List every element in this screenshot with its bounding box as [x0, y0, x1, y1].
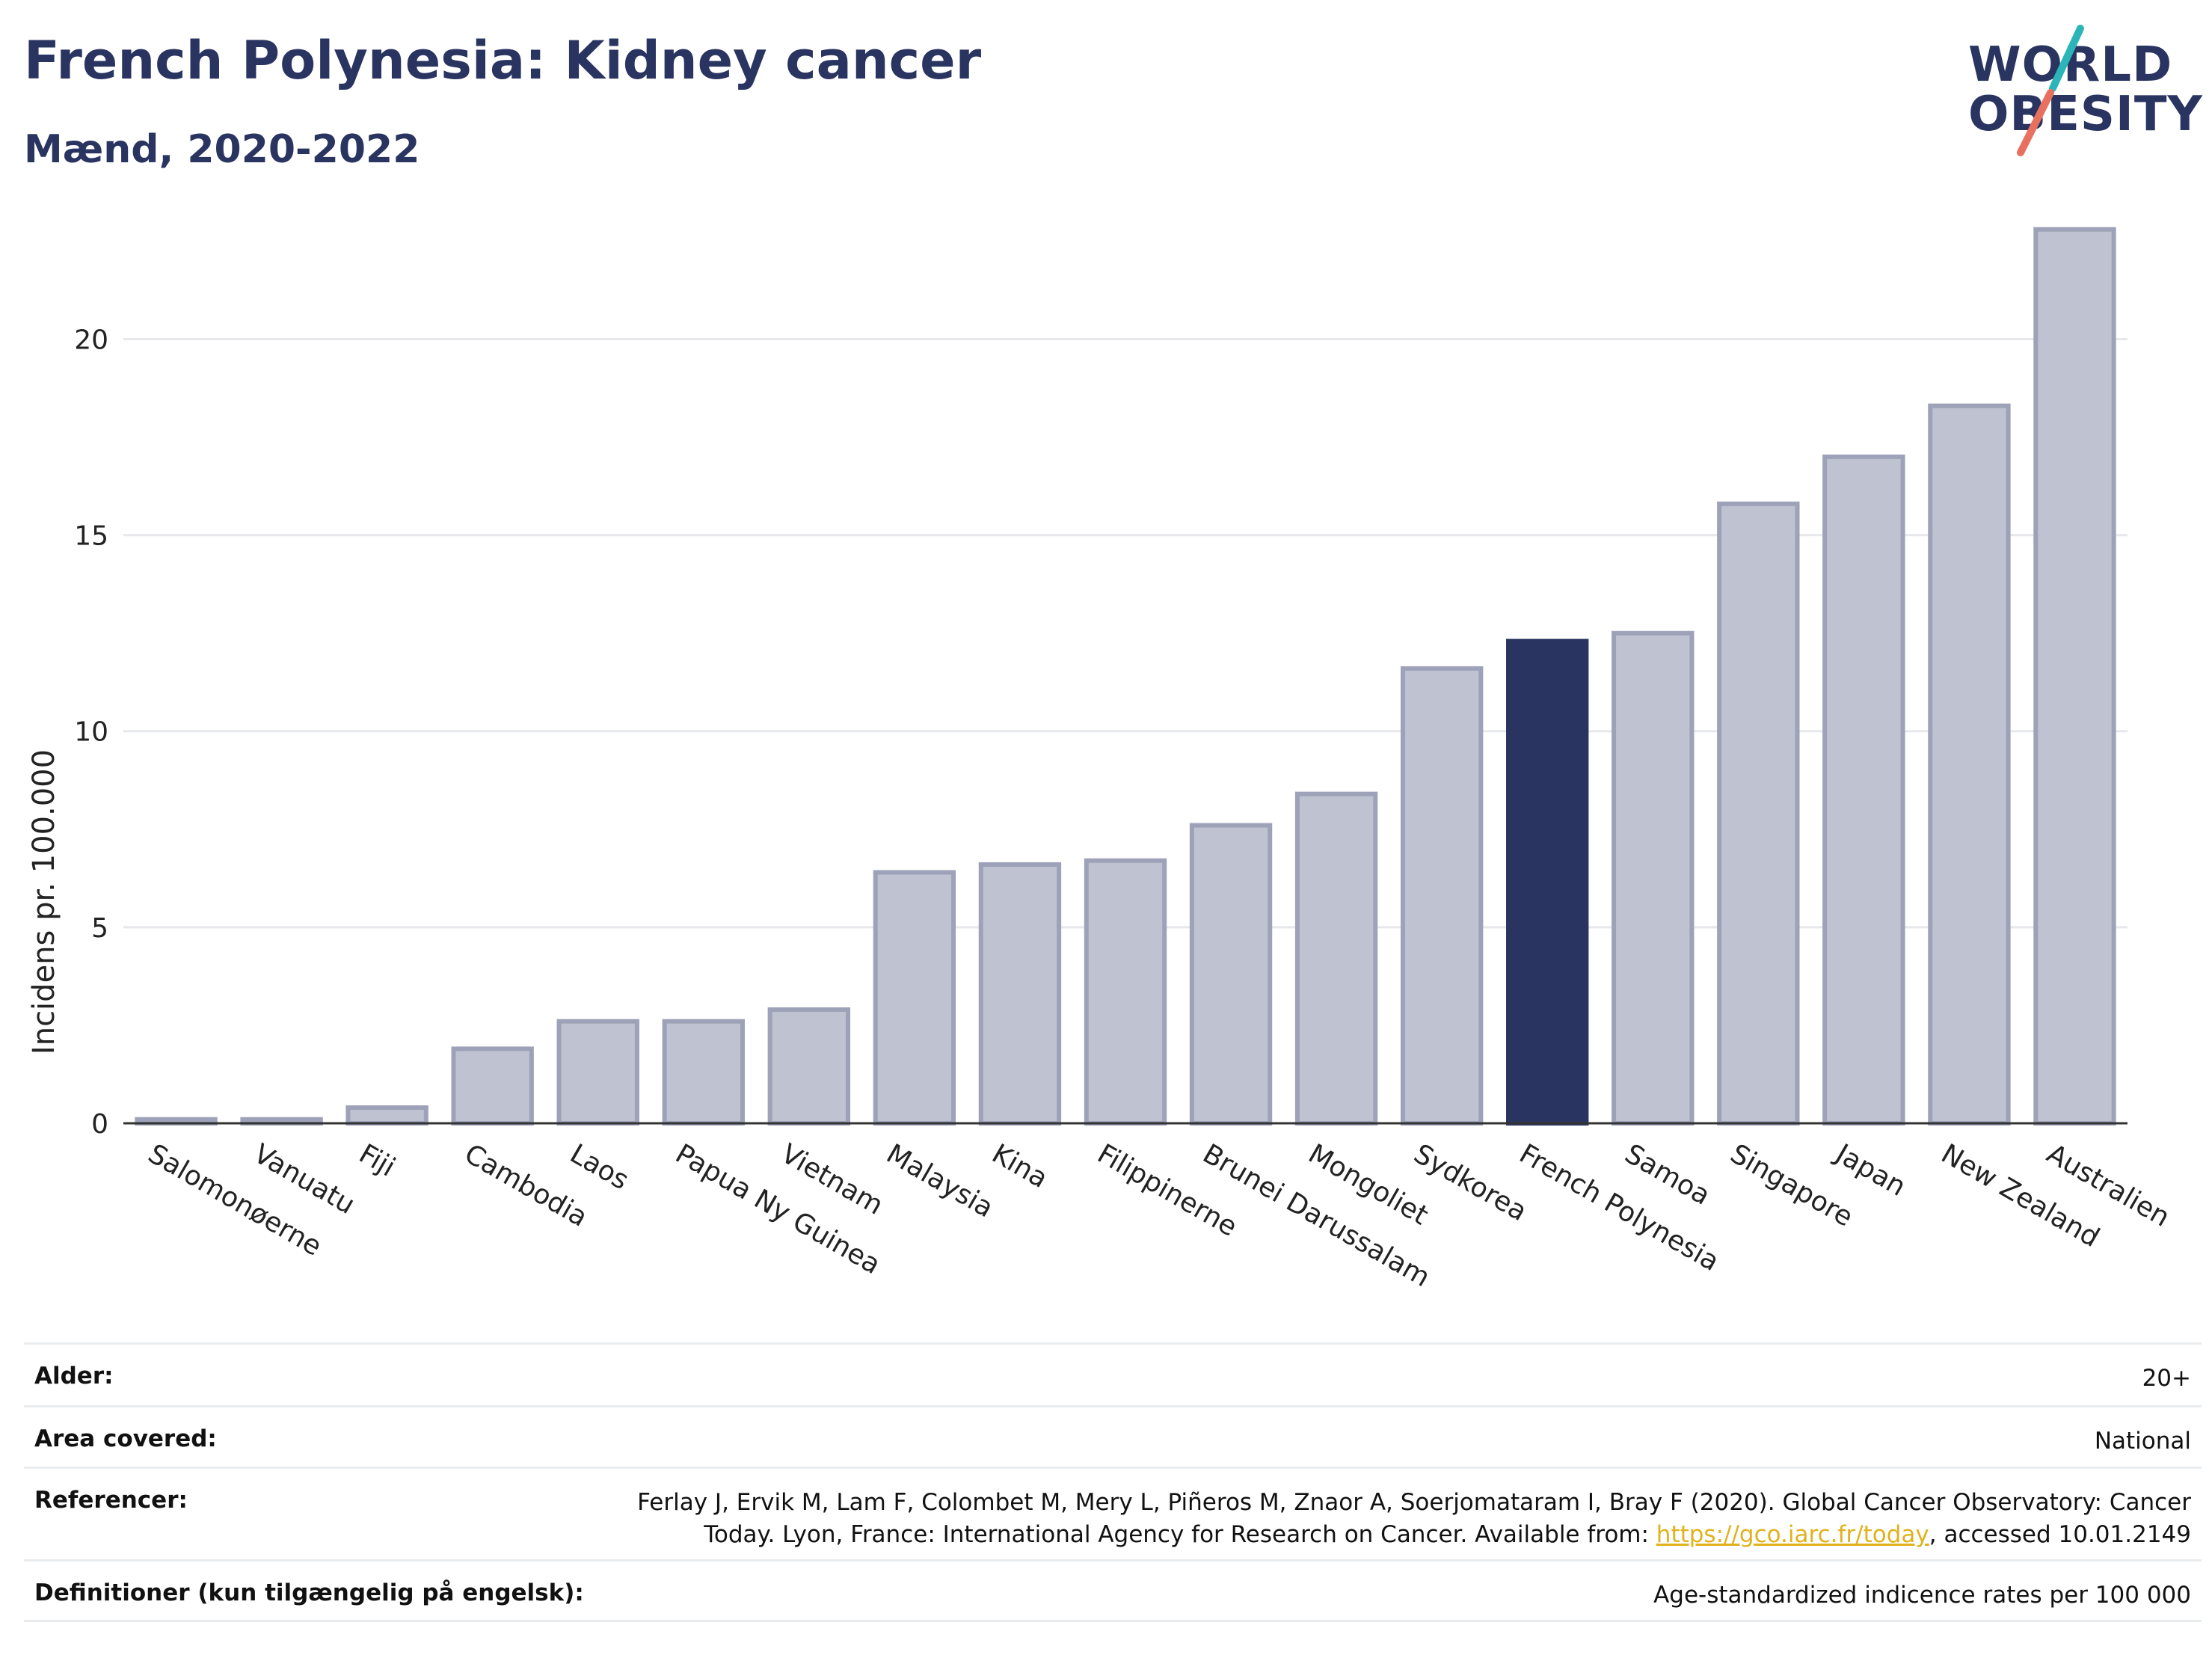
reference-line-2-post: , accessed 10.01.2149	[1929, 1521, 2191, 1548]
meta-value: 20+	[2142, 1365, 2191, 1392]
metadata-table: Alder: 20+ Area covered: National Refere…	[24, 1342, 2202, 1622]
bar	[1294, 791, 1378, 1126]
meta-row-area: Area covered: National	[24, 1405, 2202, 1467]
x-tick-label: Malaysia	[881, 1138, 998, 1223]
chart-title: French Polynesia: Kidney cancer	[24, 30, 982, 91]
y-tick-label: 10	[74, 717, 108, 748]
meta-key: Referencer:	[34, 1487, 188, 1514]
bar	[978, 862, 1062, 1126]
meta-value: National	[2094, 1428, 2191, 1455]
x-tick-label: Japan	[1829, 1137, 1911, 1203]
logo-line-2: OBESITY	[1968, 87, 2203, 142]
y-tick-label: 5	[91, 913, 108, 944]
y-tick-label: 15	[74, 521, 108, 552]
bar	[1400, 666, 1484, 1126]
y-tick-label: 0	[91, 1109, 108, 1140]
bar	[1189, 823, 1273, 1126]
bar	[767, 1007, 851, 1126]
reference-link[interactable]: https://gco.iarc.fr/today	[1656, 1521, 1929, 1548]
meta-key: Alder:	[34, 1363, 114, 1390]
bar	[556, 1019, 639, 1126]
x-tick-label: French Polynesia	[1514, 1138, 1724, 1277]
x-tick-label: Laos	[565, 1138, 633, 1196]
meta-value: Ferlay J, Ervik M, Lam F, Colombet M, Me…	[637, 1487, 2191, 1551]
meta-row-references: Referencer: Ferlay J, Ervik M, Lam F, Co…	[24, 1467, 2202, 1559]
world-obesity-logo: WORLD OBESITY	[1959, 21, 2202, 159]
bar	[1084, 858, 1167, 1126]
chart-subtitle: Mænd, 2020-2022	[24, 127, 420, 172]
bar-highlighted	[1506, 639, 1589, 1126]
x-tick-label: Salomonøerne	[143, 1138, 327, 1262]
reference-line-2-pre: Today. Lyon, France: International Agenc…	[704, 1521, 1656, 1548]
bar	[1822, 454, 1905, 1126]
bar	[873, 870, 956, 1126]
meta-key: Definitioner (kun tilgængelig på engelsk…	[34, 1579, 584, 1606]
logo-slash-icon	[2017, 25, 2084, 156]
bar	[1928, 403, 2011, 1126]
bar	[1717, 501, 1800, 1126]
bar	[451, 1046, 534, 1126]
bar	[2033, 227, 2116, 1126]
meta-key: Area covered:	[34, 1425, 217, 1452]
meta-row-definitions: Definitioner (kun tilgængelig på engelsk…	[24, 1559, 2202, 1622]
y-axis-label: Incidens pr. 100.000	[27, 749, 61, 1054]
bars	[135, 227, 2116, 1126]
bar	[662, 1019, 745, 1126]
reference-line-1: Ferlay J, Ervik M, Lam F, Colombet M, Me…	[637, 1489, 2191, 1516]
y-axis-ticks: 0 5 10 15 20	[74, 325, 108, 1140]
bar	[345, 1105, 428, 1126]
meta-value: Age-standardized indicence rates per 100…	[1653, 1582, 2191, 1609]
bar	[1612, 630, 1695, 1126]
meta-row-age: Alder: 20+	[24, 1342, 2202, 1405]
x-tick-label: Fiji	[354, 1138, 400, 1183]
y-tick-label: 20	[74, 325, 108, 355]
x-tick-label: Kina	[986, 1138, 1052, 1194]
